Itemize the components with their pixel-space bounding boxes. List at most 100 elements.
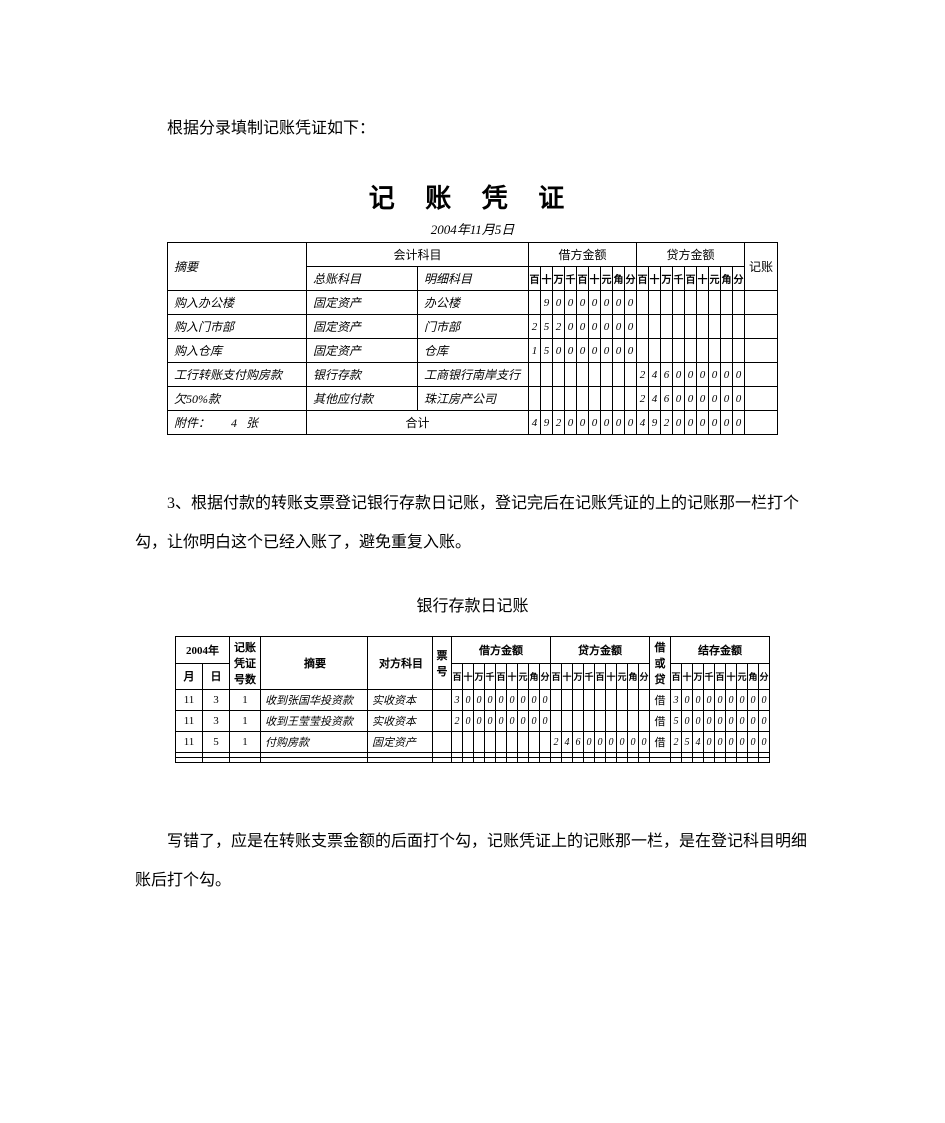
journal-digit-hdr: 十 bbox=[507, 663, 518, 690]
journal-digit-hdr: 万 bbox=[573, 663, 584, 690]
journal-summary: 收到王莹莹投资款 bbox=[261, 711, 368, 732]
voucher-debit-digit: 0 bbox=[589, 291, 601, 315]
jh-piao: 票号 bbox=[433, 637, 452, 690]
hdr-detail: 明细科目 bbox=[418, 267, 529, 291]
journal-debit-digit bbox=[507, 732, 518, 753]
voucher-digit-hdr: 角 bbox=[613, 267, 625, 291]
journal-debit-digit bbox=[474, 758, 485, 763]
voucher-detail: 珠江房产公司 bbox=[418, 387, 529, 411]
journal-bal-digit: 5 bbox=[671, 711, 682, 732]
voucher-credit-digit: 0 bbox=[721, 387, 733, 411]
hdr-summary: 摘要 bbox=[168, 243, 307, 291]
voucher-total-credit-digit: 9 bbox=[649, 411, 661, 435]
journal-digit-hdr: 万 bbox=[693, 663, 704, 690]
voucher-total-credit-digit: 0 bbox=[709, 411, 721, 435]
journal-debit-digit bbox=[496, 758, 507, 763]
voucher-debit-digit: 9 bbox=[541, 291, 553, 315]
paragraph-intro: 根据分录填制记账凭证如下： bbox=[135, 110, 810, 148]
voucher-digit-hdr: 角 bbox=[721, 267, 733, 291]
voucher-debit-digit: 0 bbox=[577, 291, 589, 315]
jh-credit: 贷方金额 bbox=[551, 637, 650, 664]
journal-debit-digit: 0 bbox=[474, 711, 485, 732]
journal-credit-digit: 0 bbox=[595, 732, 606, 753]
voucher-debit-digit: 0 bbox=[577, 339, 589, 363]
journal-credit-digit: 0 bbox=[628, 732, 639, 753]
voucher-credit-digit: 0 bbox=[685, 387, 697, 411]
journal-month: 11 bbox=[176, 732, 203, 753]
voucher-credit-digit: 0 bbox=[697, 363, 709, 387]
journal-row: 1151付购房款固定资产246000000借254000000 bbox=[176, 732, 770, 753]
journal-debit-digit: 0 bbox=[496, 711, 507, 732]
voucher-detail: 门市部 bbox=[418, 315, 529, 339]
voucher-debit-digit: 0 bbox=[589, 315, 601, 339]
journal-subject: 实收资本 bbox=[368, 711, 433, 732]
voucher-summary: 购入门市部 bbox=[168, 315, 307, 339]
hdr-post: 记账 bbox=[745, 243, 778, 291]
journal-credit-digit bbox=[617, 690, 628, 711]
voucher-debit-digit: 2 bbox=[553, 315, 565, 339]
voucher-digit-hdr: 百 bbox=[637, 267, 649, 291]
journal-piao bbox=[433, 690, 452, 711]
journal-digit-hdr: 分 bbox=[540, 663, 551, 690]
voucher-post-cell bbox=[745, 291, 778, 315]
journal-debit-digit bbox=[518, 758, 529, 763]
journal-debit-digit bbox=[485, 758, 496, 763]
journal-credit-digit: 0 bbox=[606, 732, 617, 753]
voucher-credit-digit: 0 bbox=[673, 387, 685, 411]
voucher-debit-digit: 0 bbox=[601, 339, 613, 363]
voucher-digit-hdr: 万 bbox=[661, 267, 673, 291]
journal-credit-digit bbox=[573, 711, 584, 732]
voucher-credit-digit bbox=[721, 339, 733, 363]
voucher-detail: 工商银行南岸支行 bbox=[418, 363, 529, 387]
voucher-credit-digit: 0 bbox=[733, 387, 745, 411]
voucher-credit-digit bbox=[733, 315, 745, 339]
footer-attach: 附件： 4 张 bbox=[168, 411, 307, 435]
voucher-post-cell bbox=[745, 363, 778, 387]
voucher-debit-digit: 0 bbox=[577, 315, 589, 339]
journal-credit-digit: 0 bbox=[617, 732, 628, 753]
journal-credit-digit bbox=[573, 690, 584, 711]
journal-digit-hdr: 百 bbox=[595, 663, 606, 690]
journal-hdr1: 2004年 记账凭证号数 摘要 对方科目 票号 借方金额 贷方金额 借或贷 结存… bbox=[176, 637, 770, 664]
journal-bal-digit: 0 bbox=[759, 690, 770, 711]
journal-digit-hdr: 角 bbox=[529, 663, 540, 690]
voucher-credit-digit bbox=[661, 315, 673, 339]
journal-bal-digit bbox=[726, 758, 737, 763]
voucher-digit-hdr: 千 bbox=[565, 267, 577, 291]
voucher-credit-digit bbox=[673, 339, 685, 363]
voucher-debit-digit: 5 bbox=[541, 315, 553, 339]
journal-digit-hdr: 分 bbox=[759, 663, 770, 690]
journal-debit-digit: 0 bbox=[540, 711, 551, 732]
journal-credit-digit: 6 bbox=[573, 732, 584, 753]
voucher-detail: 办公楼 bbox=[418, 291, 529, 315]
voucher-digit-hdr: 十 bbox=[589, 267, 601, 291]
journal-bal-digit: 0 bbox=[682, 690, 693, 711]
voucher-total-debit-digit: 0 bbox=[613, 411, 625, 435]
voucher-total-credit-digit: 4 bbox=[637, 411, 649, 435]
voucher-debit-digit: 0 bbox=[625, 315, 637, 339]
journal-debit-digit bbox=[452, 758, 463, 763]
journal-debit-digit bbox=[485, 732, 496, 753]
voucher-total-debit-digit: 0 bbox=[601, 411, 613, 435]
journal-bal-digit bbox=[759, 758, 770, 763]
voucher-total-credit-digit: 0 bbox=[685, 411, 697, 435]
voucher-debit-digit bbox=[565, 363, 577, 387]
journal-debit-digit bbox=[452, 732, 463, 753]
journal-bal-digit: 0 bbox=[748, 690, 759, 711]
journal-credit-digit bbox=[562, 758, 573, 763]
journal-day: 5 bbox=[203, 732, 230, 753]
journal-credit-digit: 0 bbox=[639, 732, 650, 753]
journal-credit-digit bbox=[562, 690, 573, 711]
voucher-date: 2004年11月5日 bbox=[135, 219, 810, 238]
voucher-digit-hdr: 元 bbox=[601, 267, 613, 291]
journal-title: 银行存款日记账 bbox=[135, 592, 810, 616]
journal-bal-digit: 0 bbox=[726, 690, 737, 711]
journal-bal-digit: 3 bbox=[671, 690, 682, 711]
journal-row bbox=[176, 758, 770, 763]
journal-bal-digit: 5 bbox=[682, 732, 693, 753]
journal-debit-digit bbox=[507, 758, 518, 763]
journal-debit-digit: 0 bbox=[529, 711, 540, 732]
voucher-digit-hdr: 万 bbox=[553, 267, 565, 291]
journal-debit-digit: 2 bbox=[452, 711, 463, 732]
journal-digit-hdr: 千 bbox=[485, 663, 496, 690]
